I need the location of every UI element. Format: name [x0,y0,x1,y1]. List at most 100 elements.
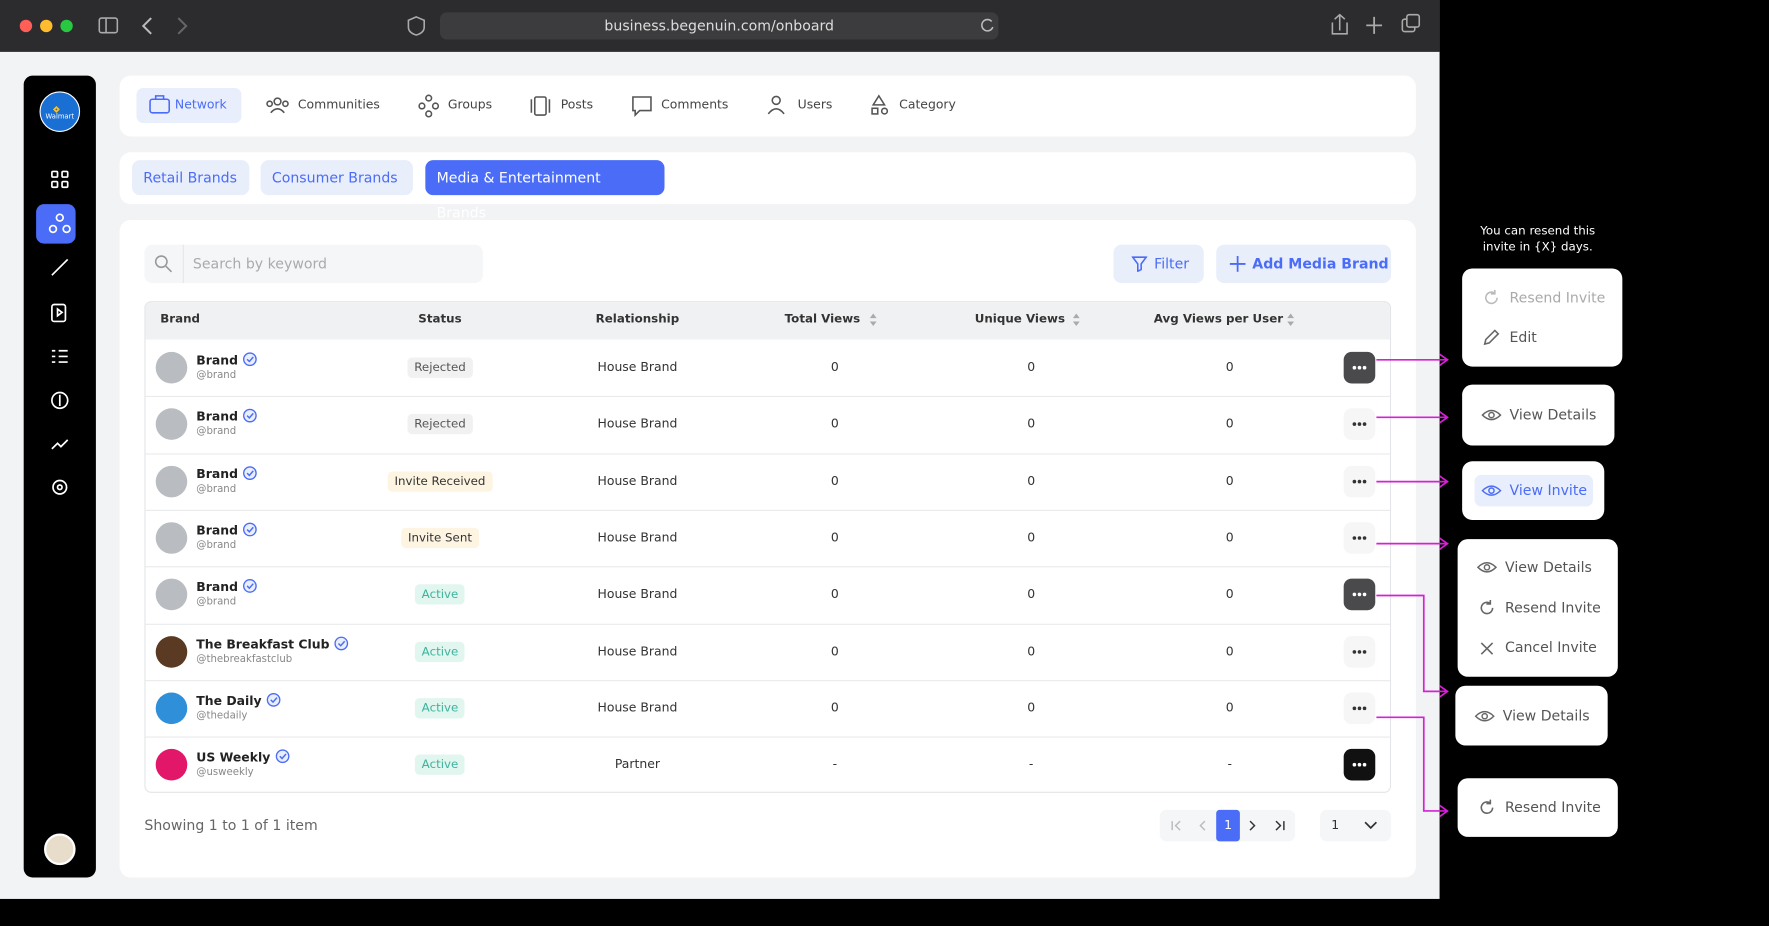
avatar [155,635,188,668]
footer-text: Showing 1 to 1 of 1 item [144,816,318,834]
url[interactable]: business.begenuin.com/onboard [604,16,835,34]
sort-icons [869,313,1295,326]
page-size-select[interactable] [1319,809,1392,842]
brand-tab[interactable]: Retail Brands [131,160,250,196]
header: Status [418,312,462,326]
unique-views: 0 [1027,643,1036,659]
relationship: House Brand [597,700,678,716]
total-views: 0 [830,416,839,432]
active-tab-bg [136,87,242,123]
filter-label: Filter [1154,254,1190,272]
logo[interactable] [39,91,81,132]
unique-views: 0 [1027,473,1036,489]
menu-item[interactable]: Resend Invite [1509,288,1606,306]
row-menu-button[interactable] [1343,635,1376,668]
current-page[interactable]: 1 [1216,809,1240,842]
menu [1457,539,1618,677]
status-badge: Active [414,754,466,776]
row-menu-button[interactable] [1343,522,1376,554]
dots [1352,479,1367,484]
unique-views: 0 [1027,586,1036,602]
row-menu-button[interactable] [1343,465,1376,498]
pagination-icons[interactable] [1160,810,1295,842]
avg-views: 0 [1225,530,1234,545]
nav-tab[interactable]: Communities [297,96,380,112]
active-sidebar-item[interactable] [36,204,76,244]
verified-badge [242,522,257,537]
nav-tab[interactable]: Users [797,96,833,112]
row-menu-button[interactable] [1343,408,1376,441]
row-divider [145,736,1390,738]
unique-views: 0 [1027,530,1036,545]
menu-item[interactable]: View Details [1505,558,1592,576]
page-size: 1 [1331,817,1340,833]
nav-tab[interactable]: Comments [661,96,729,112]
table [144,301,1392,793]
search-placeholder: Search by keyword [182,244,479,284]
status-badge: Active [414,698,466,719]
menu-item[interactable]: View Details [1502,707,1590,725]
brand-tab-active[interactable]: Media & Entertainment Brands [425,160,665,221]
header[interactable]: Avg Views per User [1153,312,1284,326]
status-badge: Invite Sent [401,527,479,549]
brand-name: Brand [196,465,257,481]
verified-badge [242,579,257,594]
menu-item[interactable]: Resend Invite [1505,598,1601,616]
menu-item[interactable]: View Details [1509,406,1597,423]
search-box[interactable] [144,244,483,284]
status-badge: Active [414,584,466,605]
header[interactable]: Total Views [784,312,861,326]
nav-tab[interactable]: Category [899,96,956,112]
avatar [155,408,188,441]
user-avatar[interactable] [43,833,76,866]
row-menu-button[interactable] [1343,578,1376,611]
menu-item[interactable]: Resend Invite [1505,798,1601,816]
brand-handle: @brand [196,540,237,552]
nav-tab[interactable]: Posts [560,96,594,112]
row-divider [145,396,1390,398]
tooltip: You can resend this invite in {X} days. [1480,224,1596,254]
status-badge: Rejected [407,414,473,435]
brand-tab[interactable]: Consumer Brands [260,160,413,196]
header: Relationship [595,312,680,326]
brand-handle: @brand [196,483,237,495]
brand-name: Brand [196,579,257,595]
nav-tab[interactable]: Groups [447,96,493,112]
status-badge: Active [414,641,466,662]
verified-badge [275,749,290,764]
brand-handle: @brand [196,426,237,439]
row-menu-button[interactable] [1343,692,1376,725]
sidebar-icons [48,105,71,495]
row-menu-button[interactable] [1343,352,1376,384]
brand-handle: @usweekly [196,767,254,779]
search-icon [154,255,173,273]
header: Brand [160,312,200,326]
row-divider [145,452,1390,455]
menu-item[interactable]: View Invite [1509,481,1588,499]
avatar [155,749,188,781]
relationship: House Brand [597,359,678,375]
filter-icon [1131,256,1148,272]
row-menu-button[interactable] [1343,749,1376,781]
brand-name: US Weekly [196,749,290,765]
total-views: 0 [830,643,839,659]
filter-button[interactable] [1113,244,1204,284]
verified-badge [242,465,257,480]
total-views: 0 [830,700,839,716]
unique-views: 0 [1027,416,1036,432]
avg-views: 0 [1225,359,1234,375]
avatar [155,692,188,725]
status-badge: Rejected [407,357,473,379]
menu-item[interactable]: Edit [1509,328,1537,346]
dots [1352,763,1367,767]
brand-name: Brand [196,352,257,368]
header[interactable]: Unique Views [974,312,1065,326]
close-icon [1480,642,1494,655]
avg-views: 0 [1225,700,1234,716]
avg-views: - [1227,757,1232,772]
eye-icon [1474,710,1495,722]
nav-tab-active[interactable]: Network [174,96,227,112]
eye-icon [1476,562,1498,573]
menu-item[interactable]: Cancel Invite [1505,638,1597,656]
